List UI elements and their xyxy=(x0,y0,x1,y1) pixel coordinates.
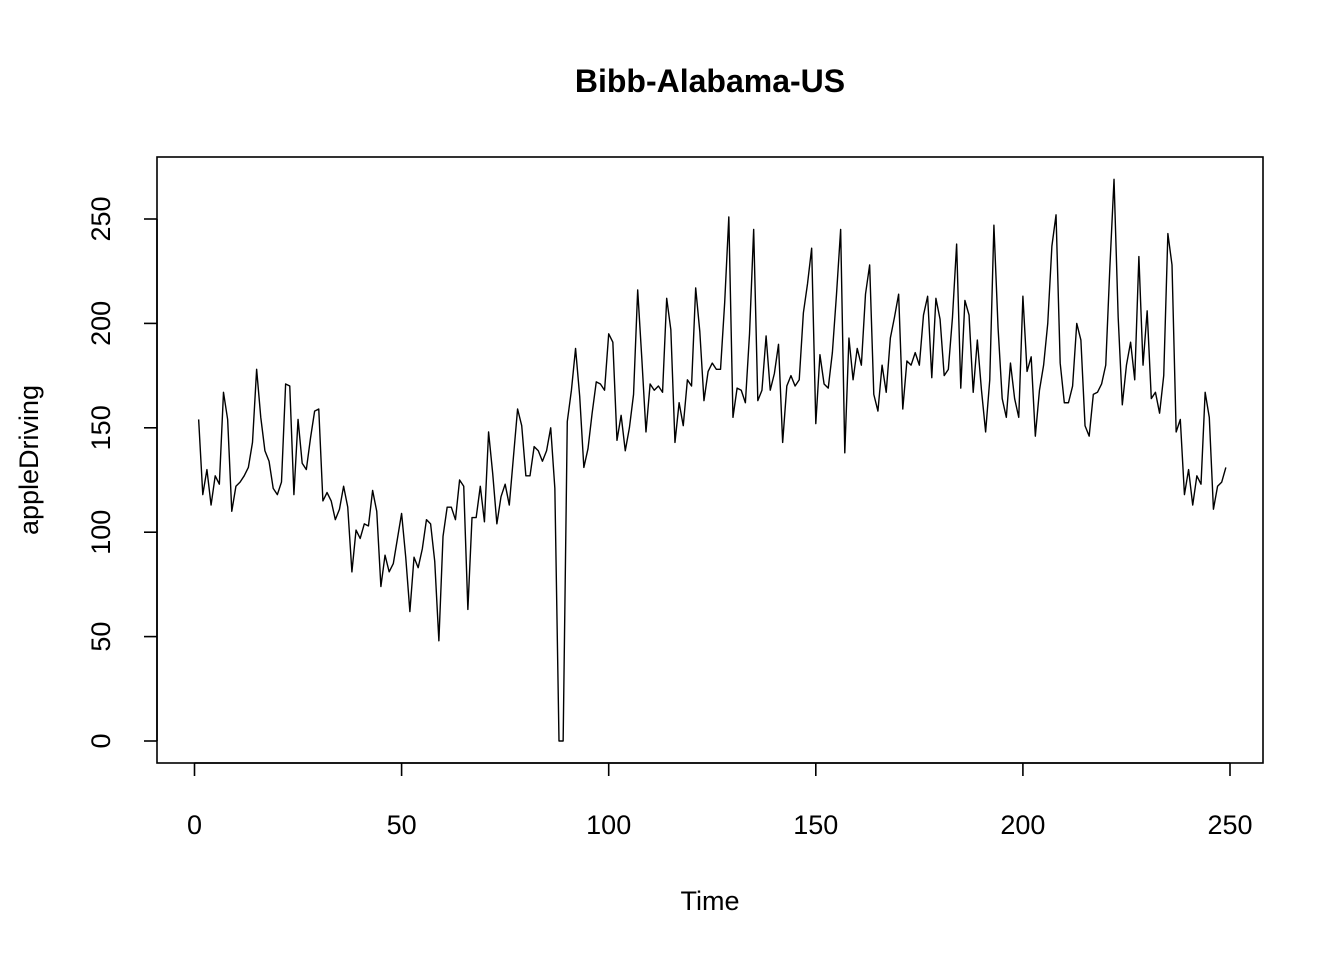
y-tick-label: 0 xyxy=(86,733,116,748)
y-tick-label: 200 xyxy=(86,301,116,346)
x-tick-label: 200 xyxy=(1000,810,1045,840)
x-tick-label: 50 xyxy=(387,810,417,840)
x-tick-label: 0 xyxy=(187,810,202,840)
x-axis-label: Time xyxy=(681,886,740,916)
y-tick-label: 100 xyxy=(86,510,116,555)
chart-title: Bibb-Alabama-US xyxy=(575,63,845,99)
x-axis: 0 50 100 150 200 250 xyxy=(187,762,1253,840)
y-axis-label: appleDriving xyxy=(14,385,44,535)
x-tick-label: 100 xyxy=(586,810,631,840)
y-axis: 0 50 100 150 200 250 xyxy=(86,196,158,749)
plot-frame xyxy=(156,156,1264,764)
y-tick-label: 50 xyxy=(86,622,116,652)
x-tick-label: 250 xyxy=(1207,810,1252,840)
series-line xyxy=(197,178,1227,742)
y-tick-label: 250 xyxy=(86,196,116,241)
x-tick-label: 150 xyxy=(793,810,838,840)
y-tick-label: 150 xyxy=(86,405,116,450)
